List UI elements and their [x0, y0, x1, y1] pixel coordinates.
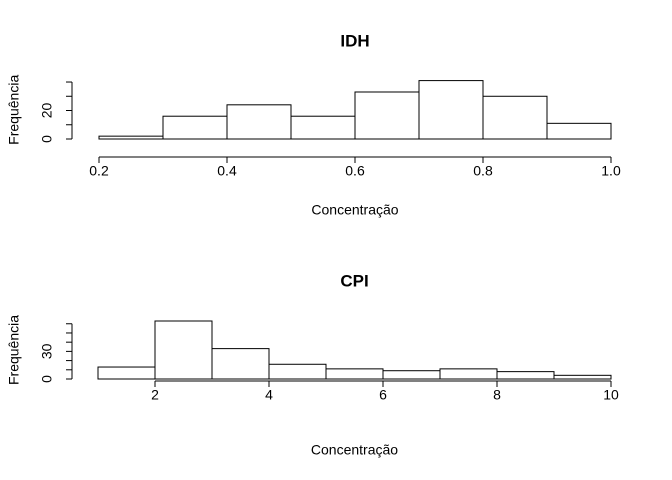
- x-tick-label: 0.8: [473, 163, 493, 179]
- chart-title: CPI: [340, 271, 368, 290]
- bar: [226, 104, 292, 140]
- y-axis-label: Frequência: [6, 75, 22, 145]
- bar: [97, 366, 156, 380]
- y-tick-label: 0: [39, 135, 55, 143]
- x-tick-label: 1.0: [601, 163, 621, 179]
- bar: [162, 115, 228, 140]
- x-tick-label: 10: [603, 387, 619, 403]
- x-tick-label: 8: [493, 387, 501, 403]
- x-tick-label: 0.2: [89, 163, 109, 179]
- bar: [290, 115, 356, 140]
- y-tick-label: 0: [39, 375, 55, 383]
- x-tick-label: 0.6: [345, 163, 365, 179]
- x-tick-label: 0.4: [217, 163, 237, 179]
- bar: [268, 363, 327, 380]
- chart-title: IDH: [340, 31, 369, 50]
- bar: [496, 371, 555, 380]
- bar: [482, 95, 548, 140]
- bar: [154, 320, 213, 380]
- y-tick-label: 30: [39, 343, 55, 359]
- bar: [546, 122, 612, 140]
- x-axis-label: Concentração: [311, 202, 398, 218]
- x-tick-label: 6: [379, 387, 387, 403]
- bar: [553, 374, 612, 380]
- bar: [439, 368, 498, 380]
- x-tick-label: 4: [265, 387, 273, 403]
- y-tick-label: 20: [39, 103, 55, 119]
- bar: [211, 348, 270, 380]
- x-axis-label: Concentração: [311, 442, 398, 458]
- bar: [325, 368, 384, 380]
- x-tick-label: 2: [151, 387, 159, 403]
- y-axis-label: Frequência: [6, 315, 22, 385]
- bar: [418, 80, 484, 140]
- bar: [98, 135, 164, 140]
- bar: [354, 91, 420, 140]
- bar: [382, 370, 441, 380]
